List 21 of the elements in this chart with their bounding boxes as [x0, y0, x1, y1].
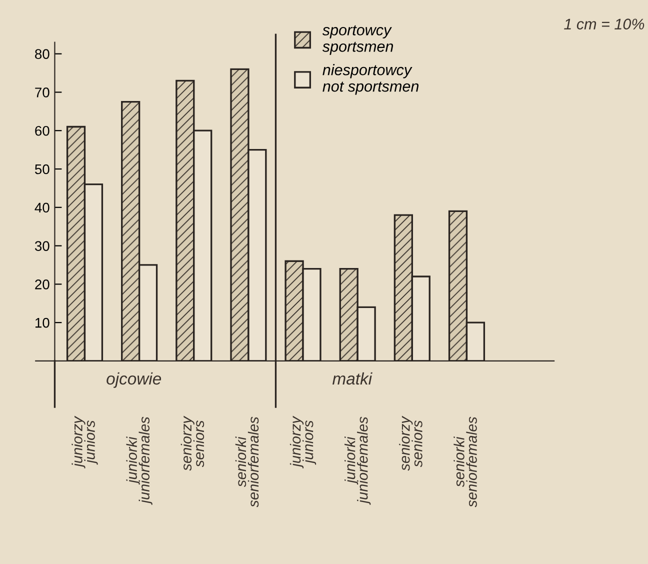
y-tick-label: 60	[35, 126, 50, 136]
y-tick-label: 40	[34, 202, 50, 213]
y-tick-label: 50	[34, 164, 50, 174]
x-tick-label: seniorzy seniors	[180, 416, 204, 471]
y-tick-label: 30	[34, 241, 50, 251]
legend-label: niesportowcy not sportsmen	[322, 64, 419, 95]
text: 1 cm = 10%	[564, 18, 644, 30]
legend-label: sportowcy sportsmen	[322, 25, 394, 55]
y-tick-label: 10	[35, 318, 50, 328]
y-tick-label: 20	[35, 280, 50, 290]
x-tick-label: juniorki juniorfemales	[344, 416, 371, 505]
y-tick-label: 70	[35, 88, 50, 98]
x-tick-label: juniorzy juniors	[72, 416, 98, 468]
x-tick-label: juniorki juniorfemales	[126, 416, 152, 505]
x-tick-label: seniorzy seniors	[399, 416, 422, 471]
x-tick-label: juniorzy juniors	[290, 416, 316, 468]
text: ojcowie	[106, 372, 162, 388]
text: matki	[332, 372, 372, 385]
y-tick-label: 80	[35, 49, 50, 59]
x-tick-label: seniorki seniorfemales	[235, 416, 259, 508]
x-tick-label: seniorki seniorfemales	[454, 416, 477, 508]
